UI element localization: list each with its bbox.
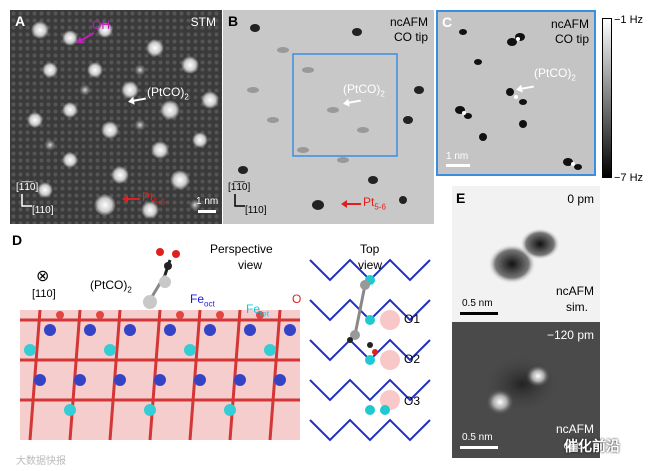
panel-a-stm: A STM OH (PtCO)2 Pt5-6 [1̅1̅0] [110] 1 n… [10,10,222,224]
panel-a-pt-arrow [122,195,140,203]
panel-e-sim: E 0 pm ncAFM sim. 0.5 nm [452,186,600,322]
panel-a-dir2: [110] [32,205,54,216]
top-view-ptco [347,280,378,355]
panel-c-ptco-label: (PtCO)2 [534,66,576,83]
panel-a-label: A [15,13,26,29]
panel-a-scale-text: 1 nm [196,196,219,207]
oh-label: OH [92,18,110,32]
panel-b-pt-arrow [341,200,361,208]
panel-a-axes [21,194,32,207]
sim-height: 0 pm [567,192,594,206]
top-view-lattice [309,240,438,450]
panel-a-pt-label: Pt5-6 [142,190,165,207]
panel-b-tip: CO tip [393,30,428,44]
top-view-label-2: view [358,258,383,272]
panel-c-label: C [442,14,453,30]
panel-d-structure: D ⊗ [110] (PtCO)2 Perspective view Feoct… [10,230,440,460]
exp-scalebar [460,446,498,449]
exp-mode-1: ncAFM [555,422,594,436]
panel-b-mode: ncAFM [389,15,428,29]
exp-mode-2: exp. [563,438,586,452]
stm-image [10,10,222,224]
ncafm-zoom-image [455,29,582,170]
ptco-dimer [143,248,180,309]
top-view-label-1: Top [360,242,380,256]
o3-label: O3 [404,394,421,408]
colorbar-top-label: −1 Hz [614,14,644,26]
panel-e-label: E [456,190,466,206]
fe-tet-label: Fetet [246,302,269,319]
panel-b-pt-label: Pt5-6 [363,195,386,212]
colorbar [602,18,612,178]
panel-c-scale-text: 1 nm [446,151,469,162]
o-label: O [292,292,302,306]
watermark-right: 催化前沿 [564,438,620,454]
panel-a-mode: STM [190,15,216,29]
panel-a-scalebar [198,210,216,213]
panel-b-ncafm: B ncAFM CO tip (PtCO)2 Pt5-6 [1̅1̅0] [11… [223,10,434,224]
sim-image [488,228,560,284]
perspective-label-1: Perspective [210,242,273,256]
into-page-icon: ⊗ [36,268,50,285]
panel-c-tip: CO tip [554,32,589,46]
panel-b-label: B [228,13,239,29]
sim-mode-2: sim. [566,300,588,314]
panel-c-ncafm-zoom: C ncAFM CO tip (PtCO)2 1 nm [436,10,596,176]
panel-b-dir1: [1̅1̅0] [228,182,251,193]
sim-scalebar [460,312,498,315]
sim-scale-text: 0.5 nm [462,298,493,309]
perspective-label-2: view [238,258,263,272]
exp-scale-text: 0.5 nm [462,432,493,443]
exp-height: −120 pm [546,328,594,342]
panel-a-dir1: [1̅1̅0] [16,182,39,193]
exp-image [482,354,562,415]
panel-c-mode: ncAFM [550,17,589,31]
panel-d-dir: [110] [32,288,56,300]
fe-oct-label: Feoct [190,292,215,309]
colorbar-bottom-label: −7 Hz [614,172,644,184]
panel-e-exp: −120 pm ncAFM exp. 0.5 nm [452,322,600,458]
panel-d-ptco-label: (PtCO)2 [90,278,132,295]
panel-a-ptco-label: (PtCO)2 [147,85,189,102]
structure-model [20,240,438,450]
watermark-left: 大数据快报 [16,456,66,467]
sim-mode-1: ncAFM [555,284,594,298]
o1-label: O1 [404,312,421,326]
o2-label: O2 [404,352,421,366]
panel-b-axes [234,194,245,207]
panel-d-label: D [12,232,23,248]
zoom-region-box [292,53,398,157]
panel-b-ptco-label: (PtCO)2 [343,82,385,99]
ncafm-image [238,24,424,210]
panel-b-dir2: [110] [245,205,267,216]
panel-c-scalebar [446,164,470,167]
